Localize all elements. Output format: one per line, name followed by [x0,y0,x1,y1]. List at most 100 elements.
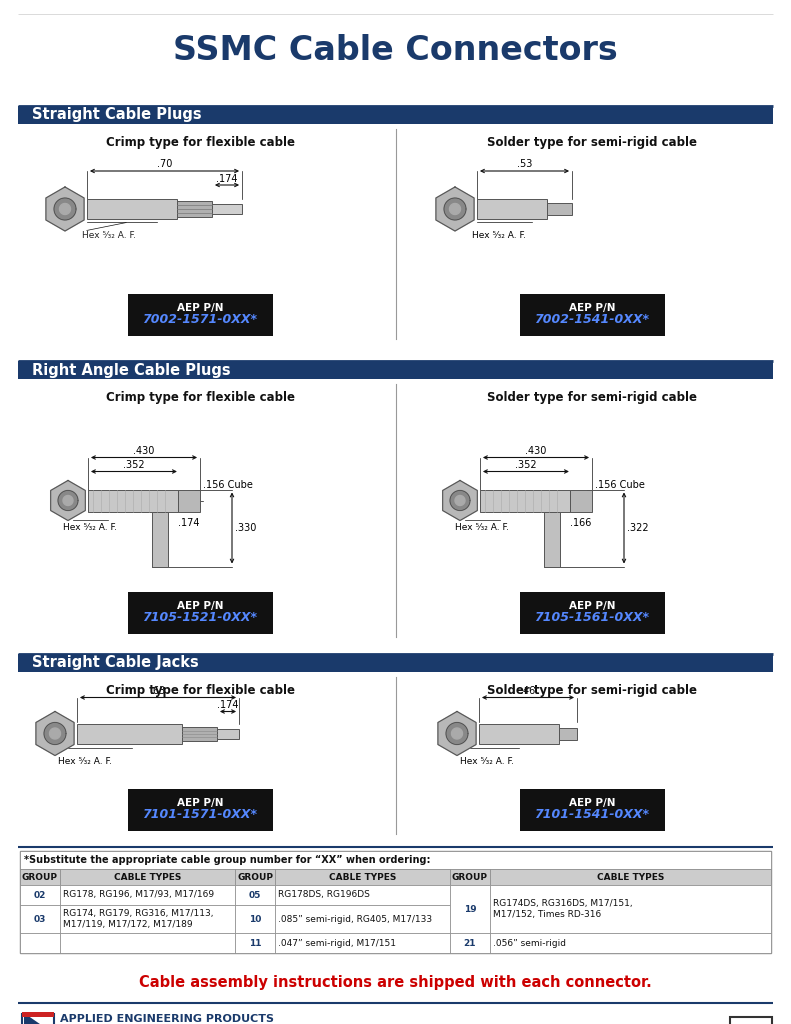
Text: .056” semi-rigid: .056” semi-rigid [493,939,566,947]
Text: .156 Cube: .156 Cube [203,479,253,489]
Polygon shape [452,728,463,739]
Text: Crimp type for flexible cable: Crimp type for flexible cable [105,391,294,404]
Text: 03: 03 [34,914,46,924]
Polygon shape [455,496,465,506]
Text: *Substitute the appropriate cable group number for “XX” when ordering:: *Substitute the appropriate cable group … [24,855,430,865]
Text: Solder type for semi-rigid cable: Solder type for semi-rigid cable [487,684,697,697]
Bar [275,905,450,933]
Bar [490,885,771,933]
Bar [128,294,273,336]
Bar [18,361,773,379]
Text: .352: .352 [123,460,145,469]
Bar [20,933,60,953]
Bar [22,1014,54,1024]
Text: Solder type for semi-rigid cable: Solder type for semi-rigid cable [487,391,697,404]
Polygon shape [46,187,84,231]
Text: GROUP: GROUP [237,872,273,882]
Text: .430: .430 [525,445,547,456]
Bar [60,905,235,933]
Bar [520,790,665,831]
Bar [20,905,60,933]
Text: Straight Cable Plugs: Straight Cable Plugs [32,108,202,123]
Text: 10: 10 [249,914,261,924]
Text: 11: 11 [248,939,261,947]
Text: RG174, RG179, RG316, M17/113,
M17/119, M17/172, M17/189: RG174, RG179, RG316, M17/113, M17/119, M… [63,909,214,929]
Text: AEP P/N: AEP P/N [569,601,615,611]
Text: .244: .244 [570,496,592,506]
Bar [60,885,235,905]
Bar [128,790,273,831]
Text: 7101-1541-0XX*: 7101-1541-0XX* [535,808,649,821]
Bar [60,933,235,953]
Bar [87,199,177,219]
Bar [490,869,771,885]
Bar [20,851,771,869]
Bar [275,869,450,885]
Bar [730,1017,772,1024]
Text: .174: .174 [218,700,239,711]
Polygon shape [59,204,70,214]
Bar [20,851,771,953]
Bar [544,512,560,566]
Polygon shape [444,198,466,220]
Text: 7002-1571-0XX*: 7002-1571-0XX* [142,313,258,326]
Text: .430: .430 [134,445,155,456]
Text: 02: 02 [34,891,46,899]
Text: SSMC Cable Connectors: SSMC Cable Connectors [172,34,617,67]
Text: Crimp type for flexible cable: Crimp type for flexible cable [105,136,294,150]
Polygon shape [436,187,474,231]
Bar [88,489,178,512]
Polygon shape [44,723,66,744]
Bar [450,885,490,933]
Bar [520,294,665,336]
Polygon shape [36,712,74,756]
Text: Cable assembly instructions are shipped with each connector.: Cable assembly instructions are shipped … [138,975,651,990]
Bar [60,869,235,885]
Text: .63: .63 [150,685,165,695]
Bar [480,489,570,512]
Bar [22,1012,54,1017]
Bar [235,869,275,885]
Text: RG178DS, RG196DS: RG178DS, RG196DS [278,891,370,899]
Bar [77,724,182,743]
Text: AEP P/N: AEP P/N [176,601,223,611]
Text: AEP P/N: AEP P/N [176,303,223,313]
Text: Hex ⁵⁄₃₂ A. F.: Hex ⁵⁄₃₂ A. F. [58,758,112,767]
Polygon shape [438,712,476,756]
Bar [235,905,275,933]
Bar [490,933,771,953]
Text: AEP P/N: AEP P/N [569,798,615,808]
Polygon shape [54,198,76,220]
Bar [235,933,275,953]
Bar [128,592,273,634]
Text: RG174DS, RG316DS, M17/151,
M17/152, Times RD-316: RG174DS, RG316DS, M17/151, M17/152, Time… [493,899,633,919]
Bar [275,933,450,953]
Text: .156 Cube: .156 Cube [595,479,645,489]
Text: APPLIED ENGINEERING PRODUCTS: APPLIED ENGINEERING PRODUCTS [60,1014,274,1024]
Text: 19: 19 [464,904,476,913]
Text: Hex ⁵⁄₃₂ A. F.: Hex ⁵⁄₃₂ A. F. [472,231,526,240]
Text: Hex ⁵⁄₃₂ A. F.: Hex ⁵⁄₃₂ A. F. [455,523,509,532]
Text: .70: .70 [157,159,172,169]
Bar [547,203,572,215]
Text: 7105-1561-0XX*: 7105-1561-0XX* [535,611,649,624]
Bar [477,199,547,219]
Polygon shape [446,723,468,744]
Text: 21: 21 [464,939,476,947]
Bar [559,727,577,739]
Text: CABLE TYPES: CABLE TYPES [329,872,396,882]
Bar [275,885,450,905]
Text: GROUP: GROUP [22,872,58,882]
Bar [450,869,490,885]
Bar [178,489,200,512]
Text: .53: .53 [517,159,532,169]
Text: Hex ⁵⁄₃₂ A. F.: Hex ⁵⁄₃₂ A. F. [460,758,514,767]
Text: .46: .46 [520,685,536,695]
Text: GROUP: GROUP [452,872,488,882]
Text: Right Angle Cable Plugs: Right Angle Cable Plugs [32,362,231,378]
Bar [479,724,559,743]
Bar [177,201,212,217]
Text: CABLE TYPES: CABLE TYPES [114,872,181,882]
Bar [570,489,592,512]
Bar [20,885,60,905]
